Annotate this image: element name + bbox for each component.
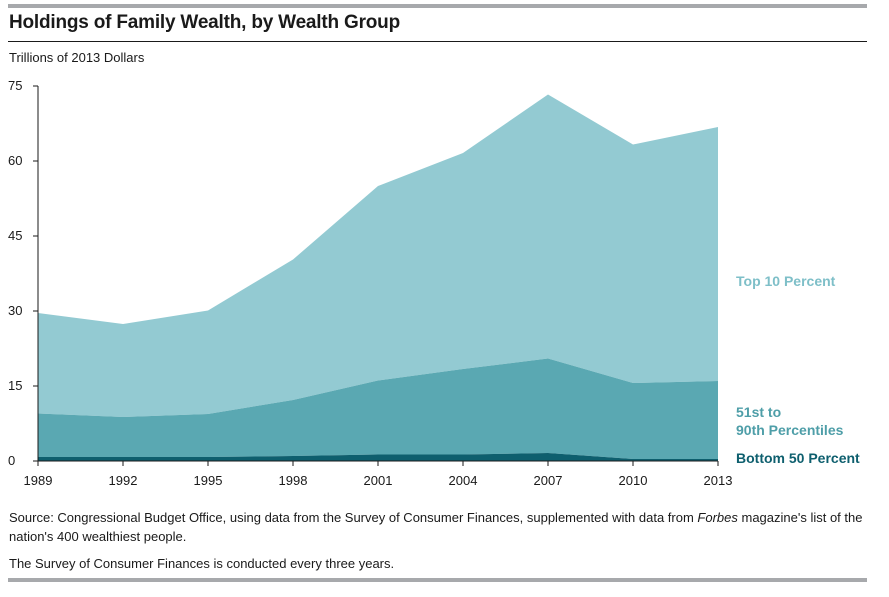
series-label-line: 51st to	[736, 404, 781, 420]
series-label-bottom-50-percent: Bottom 50 Percent	[736, 450, 860, 466]
x-tick-label: 2001	[364, 473, 393, 488]
bottom-rule	[8, 578, 867, 582]
x-tick-label: 2004	[449, 473, 478, 488]
y-tick-label: 15	[8, 378, 22, 393]
x-tick-label: 1995	[194, 473, 223, 488]
series-label-top-10-percent: Top 10 Percent	[736, 273, 836, 289]
area-top-10-percent	[38, 94, 718, 417]
x-tick-label: 2010	[619, 473, 648, 488]
x-tick-label: 1998	[279, 473, 308, 488]
survey-note: The Survey of Consumer Finances is condu…	[9, 556, 395, 571]
series-label-line: 90th Percentiles	[736, 422, 844, 438]
area-51st-to-90th-percentiles	[38, 358, 718, 459]
series-label-51st-to-90th-percentiles: 51st to 90th Percentiles	[736, 404, 844, 438]
x-tick-label: 2013	[704, 473, 733, 488]
y-tick-label: 45	[8, 228, 22, 243]
chart-title: Holdings of Family Wealth, by Wealth Gro…	[9, 12, 400, 33]
y-axis-units: Trillions of 2013 Dollars	[9, 50, 145, 65]
y-tick-label: 60	[8, 153, 22, 168]
x-tick-label: 2007	[534, 473, 563, 488]
y-tick-label: 0	[8, 453, 15, 468]
source-note: Source: Congressional Budget Office, usi…	[9, 508, 869, 546]
y-tick-label: 30	[8, 303, 22, 318]
x-tick-label: 1992	[109, 473, 138, 488]
area-chart: 0 15 30 45 60 75 1989 1992 1995 1998 2001 2004 2007 2…	[8, 78, 860, 488]
title-rule	[8, 41, 867, 42]
source-text-suffix: magazine's list of the nation's 400 weal…	[9, 510, 863, 544]
x-tick-label: 1989	[24, 473, 53, 488]
area-bottom-50-percent	[38, 453, 718, 461]
source-text-italic: Forbes	[697, 510, 738, 525]
source-text-prefix: Source: Congressional Budget Office, usi…	[9, 510, 698, 525]
top-rule	[8, 4, 867, 8]
y-tick-label: 75	[8, 78, 22, 93]
